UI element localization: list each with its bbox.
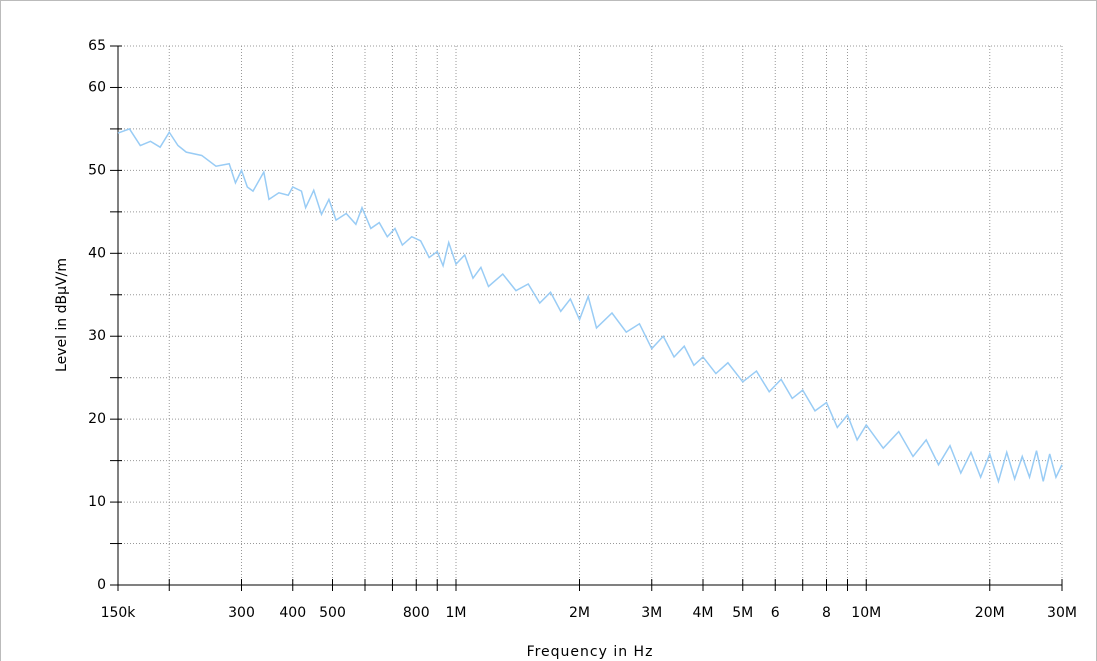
y-tick-label: 0 bbox=[97, 577, 106, 593]
x-tick-label: 20M bbox=[975, 605, 1005, 621]
x-axis-label: Frequency in Hz bbox=[527, 644, 654, 660]
x-tick-label: 4M bbox=[693, 605, 714, 621]
x-tick-label: 10M bbox=[851, 605, 881, 621]
y-tick-label: 30 bbox=[88, 328, 106, 344]
x-tick-label: 800 bbox=[403, 605, 430, 621]
x-tick-label: 3M bbox=[641, 605, 662, 621]
x-tick-label: 1M bbox=[446, 605, 467, 621]
x-tick-label: 300 bbox=[228, 605, 255, 621]
x-tick-label: 6 bbox=[771, 605, 780, 621]
y-tick-label: 20 bbox=[88, 411, 106, 427]
x-tick-label: 150k bbox=[101, 605, 137, 621]
y-tick-label: 65 bbox=[88, 38, 106, 54]
x-tick-label: 8 bbox=[822, 605, 831, 621]
x-tick-label: 400 bbox=[279, 605, 306, 621]
y-axis-label: Level in dBµV/m bbox=[54, 258, 70, 372]
y-tick-label: 40 bbox=[88, 245, 106, 261]
x-tick-label: 30M bbox=[1047, 605, 1077, 621]
y-tick-label: 10 bbox=[88, 494, 106, 510]
x-tick-label: 5M bbox=[732, 605, 753, 621]
y-tick-label: 50 bbox=[88, 162, 106, 178]
data-line bbox=[117, 128, 1063, 484]
y-tick-label: 60 bbox=[88, 79, 106, 95]
x-tick-label: 2M bbox=[569, 605, 590, 621]
x-tick-label: 500 bbox=[319, 605, 346, 621]
